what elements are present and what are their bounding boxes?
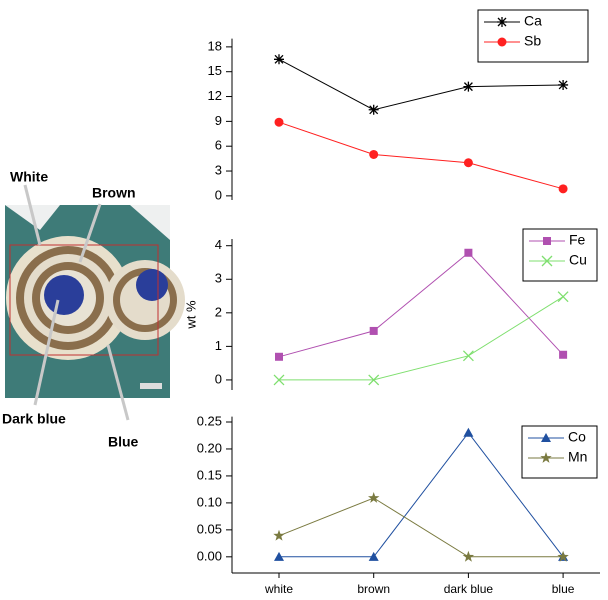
marker <box>369 150 378 159</box>
y-tick-label: 18 <box>208 38 222 53</box>
image-label: Dark blue <box>2 411 66 427</box>
marker <box>369 105 379 115</box>
marker <box>275 118 284 127</box>
y-tick-label: 3 <box>215 271 222 286</box>
legend-label: Ca <box>524 13 542 29</box>
marker <box>463 351 473 361</box>
y-tick-label: 0.20 <box>197 440 222 455</box>
legend-marker <box>498 38 507 47</box>
marker <box>463 551 474 562</box>
series-line <box>279 122 563 189</box>
y-tick-label: 0 <box>215 187 222 202</box>
x-tick-label: blue <box>552 582 575 595</box>
y-tick-label: 0.15 <box>197 467 222 482</box>
marker <box>558 80 568 90</box>
y-tick-label: 2 <box>215 304 222 319</box>
legend-marker <box>497 17 507 27</box>
photo <box>5 205 185 398</box>
y-tick-label: 0.00 <box>197 548 222 563</box>
marker <box>464 249 472 257</box>
figure: White Brown Dark blue Blue 0369121518CaS… <box>0 0 608 595</box>
series-line <box>279 59 563 110</box>
y-tick-label: 3 <box>215 162 222 177</box>
y-tick-label: 0.05 <box>197 521 222 536</box>
legend-label: Cu <box>569 252 587 268</box>
x-tick-label: brown <box>357 582 390 595</box>
y-tick-label: 0 <box>215 371 222 386</box>
y-tick-label: 4 <box>215 237 222 252</box>
series-line <box>279 498 563 557</box>
marker <box>463 82 473 92</box>
legend-label: Mn <box>568 449 587 465</box>
marker <box>274 54 284 64</box>
legend-label: Co <box>568 429 586 445</box>
marker <box>273 530 284 541</box>
image-label: Brown <box>92 185 136 201</box>
marker <box>559 184 568 193</box>
legend-label: Fe <box>569 232 586 248</box>
y-tick-label: 12 <box>208 88 222 103</box>
image-label: Blue <box>108 434 139 450</box>
y-tick-label: 6 <box>215 138 222 153</box>
marker <box>464 158 473 167</box>
series-line <box>279 433 563 557</box>
marker <box>370 327 378 335</box>
y-tick-label: 9 <box>215 113 222 128</box>
legend-marker <box>543 237 551 245</box>
marker <box>368 492 379 503</box>
x-tick-label: white <box>264 582 293 595</box>
x-tick-label: dark blue <box>444 582 494 595</box>
y-tick-label: 0.25 <box>197 413 222 428</box>
image-label: White <box>10 169 48 185</box>
y-axis-label: wt % <box>183 300 198 330</box>
legend-label: Sb <box>524 33 541 49</box>
series-line <box>279 253 563 357</box>
y-tick-label: 1 <box>215 338 222 353</box>
marker <box>275 353 283 361</box>
marker <box>558 292 568 302</box>
y-tick-label: 0.10 <box>197 494 222 509</box>
marker <box>463 428 473 437</box>
marker <box>559 351 567 359</box>
y-tick-label: 15 <box>208 63 222 78</box>
